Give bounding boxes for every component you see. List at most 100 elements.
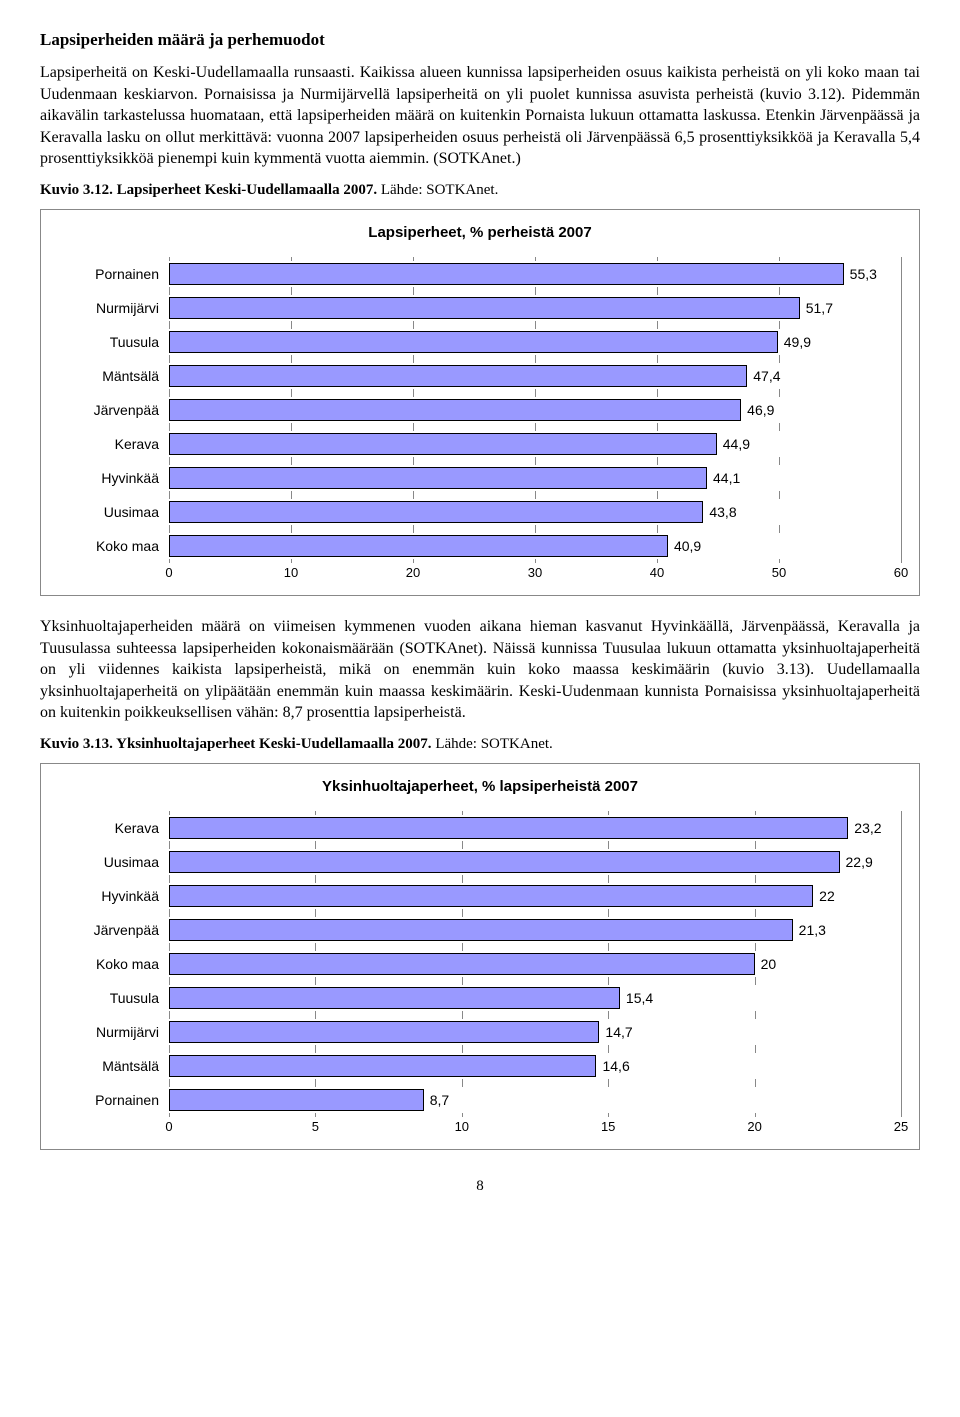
bar-fill [169, 501, 703, 523]
bar-row: Tuusula 15,4 [59, 981, 901, 1015]
bar-row: Kerava 23,2 [59, 811, 901, 845]
bar-category-label: Kerava [59, 436, 169, 452]
bar-fill [169, 331, 778, 353]
bar-value-label: 21,3 [793, 917, 826, 943]
chart-1-axis: 0102030405060 [59, 565, 901, 585]
axis-tick-label: 10 [455, 1119, 469, 1134]
bar-value-label: 20 [755, 951, 777, 977]
bar-row: Uusimaa 22,9 [59, 845, 901, 879]
bar-value-label: 22 [813, 883, 835, 909]
bar-category-label: Tuusula [59, 334, 169, 350]
bar-category-label: Kerava [59, 820, 169, 836]
bar-fill [169, 1055, 596, 1077]
bar-category-label: Hyvinkää [59, 470, 169, 486]
bar-fill [169, 817, 848, 839]
bar-fill [169, 263, 844, 285]
bar-row: Järvenpää 46,9 [59, 393, 901, 427]
chart-2-title: Yksinhuoltajaperheet, % lapsiperheistä 2… [59, 778, 901, 795]
bar-value-label: 8,7 [424, 1087, 449, 1113]
figure-caption-2: Kuvio 3.13. Yksinhuoltajaperheet Keski-U… [40, 736, 920, 753]
axis-tick-label: 15 [601, 1119, 615, 1134]
bar-row: Hyvinkää 22 [59, 879, 901, 913]
bar-row: Pornainen 8,7 [59, 1083, 901, 1117]
caption-bold: Kuvio 3.13. Yksinhuoltajaperheet Keski-U… [40, 736, 432, 752]
bar-category-label: Koko maa [59, 538, 169, 554]
chart-2-area: Kerava 23,2 Uusimaa 22,9 Hyvinkää 22 Järvenpää… [59, 811, 901, 1117]
bar-category-label: Järvenpää [59, 922, 169, 938]
bar-fill [169, 1089, 424, 1111]
bar-value-label: 40,9 [668, 533, 701, 559]
bar-value-label: 15,4 [620, 985, 653, 1011]
bar-fill [169, 297, 800, 319]
bar-fill [169, 365, 747, 387]
bar-category-label: Pornainen [59, 1092, 169, 1108]
bar-row: Pornainen 55,3 [59, 257, 901, 291]
bar-value-label: 51,7 [800, 295, 833, 321]
bar-fill [169, 851, 840, 873]
bar-fill [169, 535, 668, 557]
bar-value-label: 14,7 [599, 1019, 632, 1045]
caption-bold: Kuvio 3.12. Lapsiperheet Keski-Uudellama… [40, 182, 377, 198]
chart-1-title: Lapsiperheet, % perheistä 2007 [59, 224, 901, 241]
axis-tick-label: 60 [894, 565, 908, 580]
caption-rest: Lähde: SOTKAnet. [432, 736, 553, 752]
bar-value-label: 44,1 [707, 465, 740, 491]
bar-category-label: Mäntsälä [59, 1058, 169, 1074]
bar-category-label: Tuusula [59, 990, 169, 1006]
axis-tick-label: 10 [284, 565, 298, 580]
bar-value-label: 14,6 [596, 1053, 629, 1079]
paragraph-2: Yksinhuoltajaperheiden määrä on viimeise… [40, 616, 920, 724]
bar-fill [169, 1021, 599, 1043]
bar-fill [169, 467, 707, 489]
bar-value-label: 22,9 [840, 849, 873, 875]
bar-row: Nurmijärvi 51,7 [59, 291, 901, 325]
bar-row: Mäntsälä 47,4 [59, 359, 901, 393]
bar-fill [169, 885, 813, 907]
axis-tick-label: 5 [312, 1119, 319, 1134]
bar-value-label: 49,9 [778, 329, 811, 355]
axis-tick-label: 0 [165, 1119, 172, 1134]
bar-row: Järvenpää 21,3 [59, 913, 901, 947]
bar-row: Koko maa 20 [59, 947, 901, 981]
bar-row: Kerava 44,9 [59, 427, 901, 461]
bar-fill [169, 433, 717, 455]
bar-value-label: 23,2 [848, 815, 881, 841]
axis-tick-label: 50 [772, 565, 786, 580]
bar-category-label: Mäntsälä [59, 368, 169, 384]
bar-fill [169, 919, 793, 941]
axis-tick-label: 30 [528, 565, 542, 580]
bar-row: Uusimaa 43,8 [59, 495, 901, 529]
bar-category-label: Pornainen [59, 266, 169, 282]
bar-fill [169, 953, 755, 975]
bar-category-label: Uusimaa [59, 504, 169, 520]
paragraph-1: Lapsiperheitä on Keski-Uudellamaalla run… [40, 62, 920, 170]
bar-category-label: Koko maa [59, 956, 169, 972]
bar-category-label: Nurmijärvi [59, 300, 169, 316]
bar-value-label: 46,9 [741, 397, 774, 423]
bar-row: Hyvinkää 44,1 [59, 461, 901, 495]
chart-2-container: Yksinhuoltajaperheet, % lapsiperheistä 2… [40, 763, 920, 1150]
bar-fill [169, 399, 741, 421]
chart-1-area: Pornainen 55,3 Nurmijärvi 51,7 Tuusula 49,9 Mä… [59, 257, 901, 563]
bar-category-label: Uusimaa [59, 854, 169, 870]
bar-row: Mäntsälä 14,6 [59, 1049, 901, 1083]
bar-category-label: Hyvinkää [59, 888, 169, 904]
axis-tick-label: 40 [650, 565, 664, 580]
axis-tick-label: 0 [165, 565, 172, 580]
bar-category-label: Järvenpää [59, 402, 169, 418]
bar-category-label: Nurmijärvi [59, 1024, 169, 1040]
bar-value-label: 47,4 [747, 363, 780, 389]
axis-tick-label: 20 [406, 565, 420, 580]
axis-tick-label: 20 [747, 1119, 761, 1134]
bar-row: Tuusula 49,9 [59, 325, 901, 359]
figure-caption-1: Kuvio 3.12. Lapsiperheet Keski-Uudellama… [40, 182, 920, 199]
bar-value-label: 43,8 [703, 499, 736, 525]
section-heading: Lapsiperheiden määrä ja perhemuodot [40, 30, 920, 50]
chart-2-axis: 0510152025 [59, 1119, 901, 1139]
caption-rest: Lähde: SOTKAnet. [377, 182, 498, 198]
bar-row: Nurmijärvi 14,7 [59, 1015, 901, 1049]
bar-value-label: 55,3 [844, 261, 877, 287]
bar-value-label: 44,9 [717, 431, 750, 457]
bar-row: Koko maa 40,9 [59, 529, 901, 563]
bar-fill [169, 987, 620, 1009]
